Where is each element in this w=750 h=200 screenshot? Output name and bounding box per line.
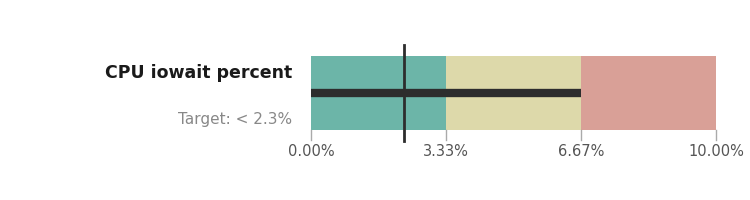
Text: CPU iowait percent: CPU iowait percent	[105, 64, 292, 82]
Text: 3.33%: 3.33%	[423, 144, 469, 159]
Bar	[581, 56, 716, 130]
Text: 6.67%: 6.67%	[558, 144, 604, 159]
Text: 10.00%: 10.00%	[688, 144, 744, 159]
Bar	[446, 56, 581, 130]
Text: Target: < 2.3%: Target: < 2.3%	[178, 112, 292, 127]
Bar	[311, 56, 446, 130]
Text: 0.00%: 0.00%	[288, 144, 334, 159]
